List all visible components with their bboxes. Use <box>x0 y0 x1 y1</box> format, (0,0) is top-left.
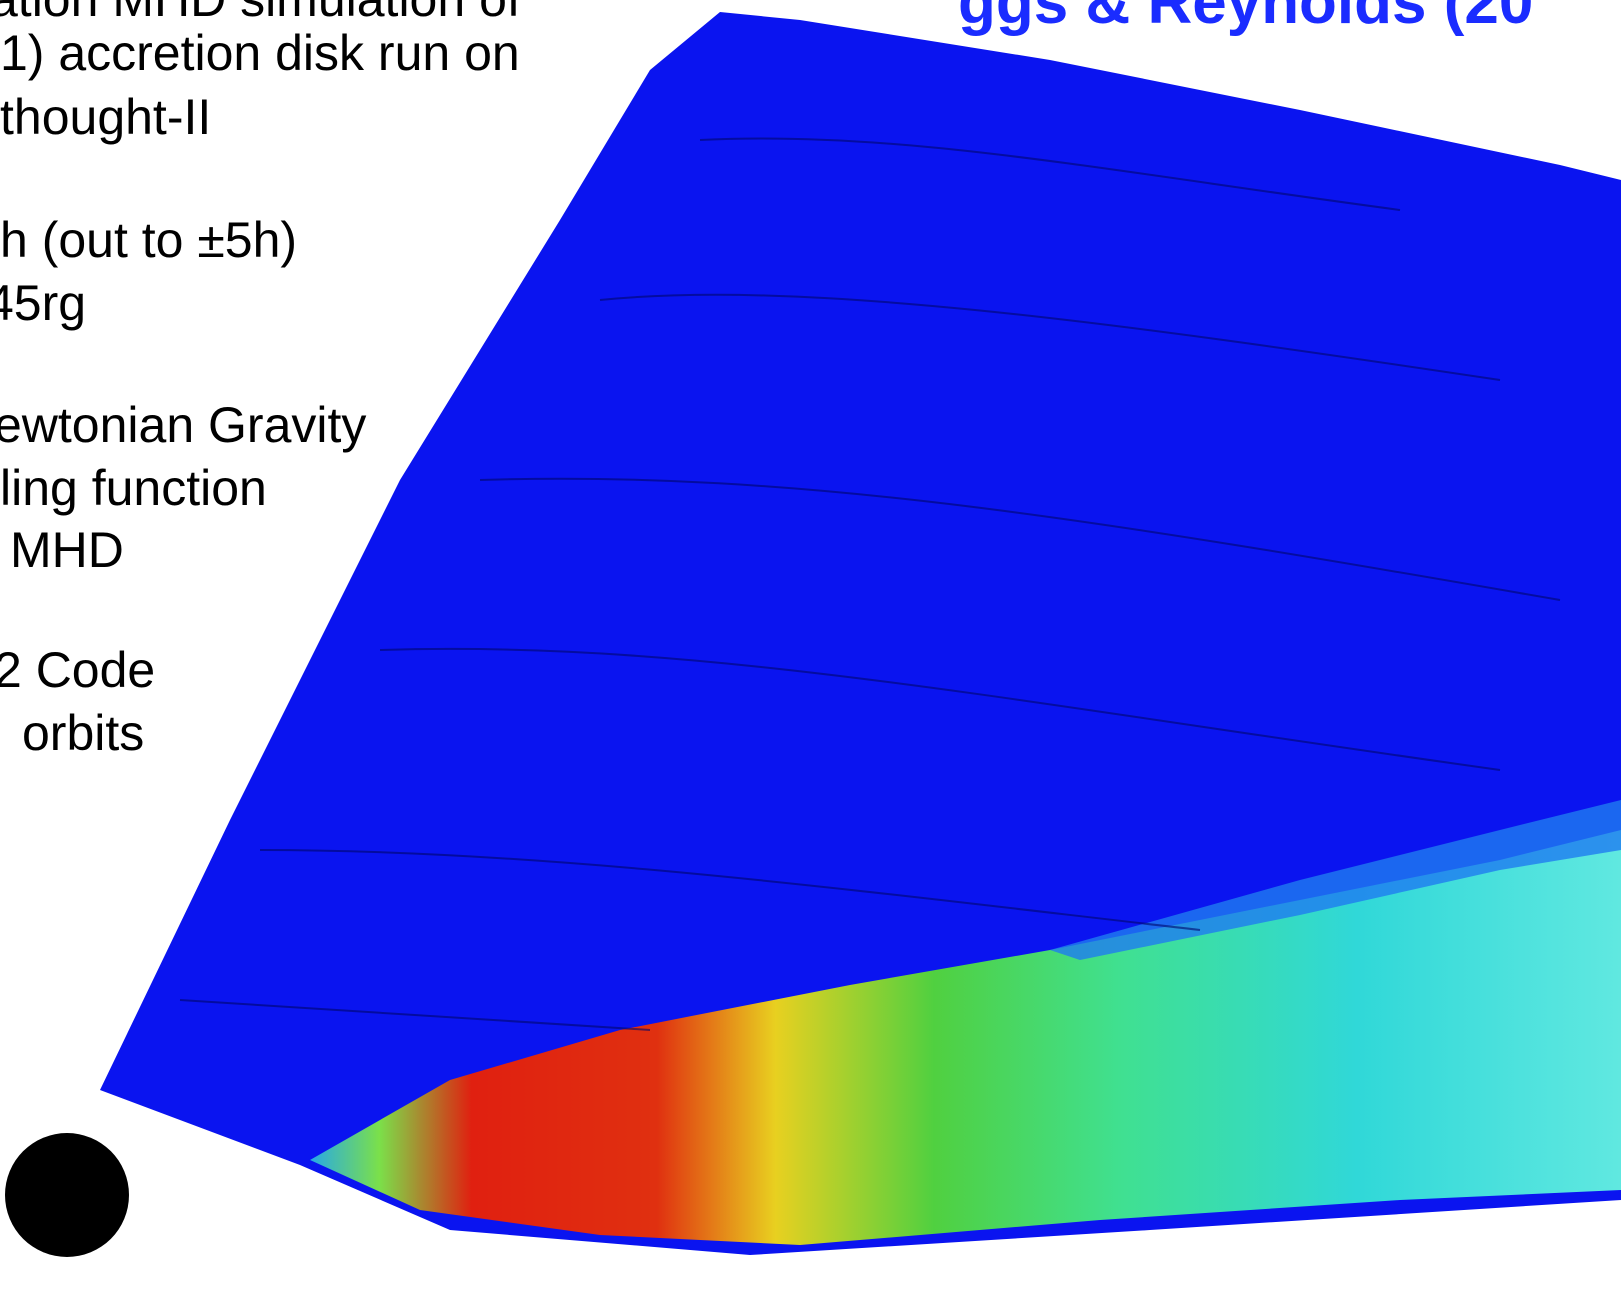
black-hole <box>5 1133 129 1257</box>
text-line: 2 Code <box>0 645 155 695</box>
text-line: ling function <box>0 463 267 513</box>
text-line: MHD <box>10 525 124 575</box>
text-line: thought-II <box>0 92 211 142</box>
text-line: ation MHD simulation of <box>0 0 521 24</box>
title: ggs & Reynolds (20 <box>958 0 1533 34</box>
text-line: h (out to ±5h) <box>0 215 297 265</box>
slide: ggs & Reynolds (20 ation MHD simulation … <box>0 0 1621 1300</box>
text-line: 1) accretion disk run on <box>0 28 520 78</box>
text-line: orbits <box>22 708 144 758</box>
disk-render <box>0 0 1621 1300</box>
text-line: ewtonian Gravity <box>0 400 366 450</box>
text-line: 45rg <box>0 278 86 328</box>
